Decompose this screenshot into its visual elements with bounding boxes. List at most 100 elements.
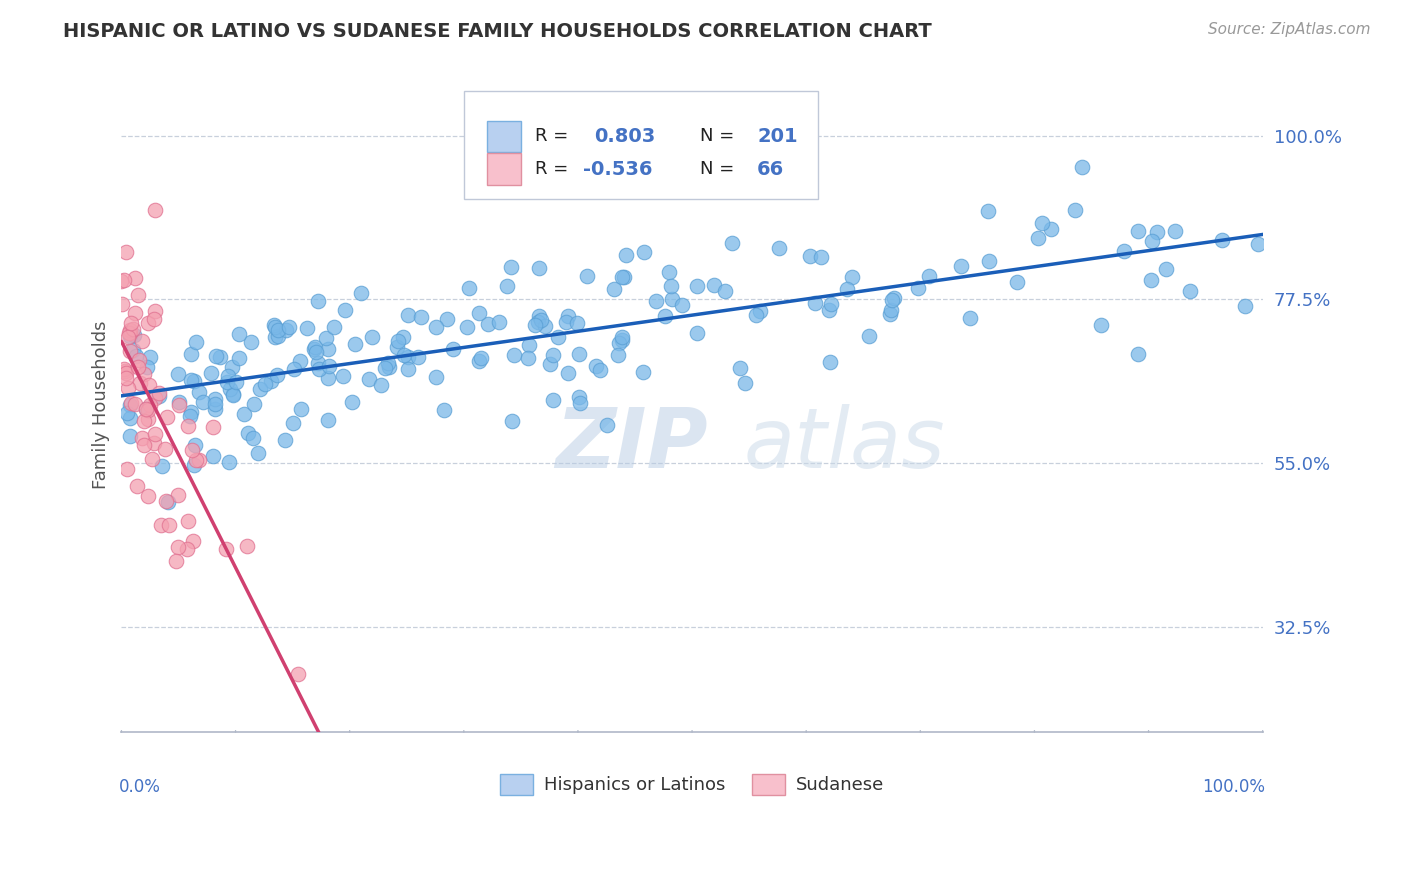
Point	[136, 489, 159, 503]
Point	[110, 274, 132, 288]
Point	[204, 402, 226, 417]
Point	[180, 443, 202, 458]
Point	[307, 293, 329, 308]
Point	[236, 539, 259, 553]
Point	[671, 297, 693, 311]
Point	[425, 320, 447, 334]
Point	[157, 518, 180, 533]
Point	[441, 342, 464, 356]
FancyBboxPatch shape	[464, 90, 818, 199]
Point	[117, 406, 139, 420]
Point	[118, 429, 141, 443]
Point	[659, 278, 682, 293]
Point	[644, 293, 666, 308]
Point	[1126, 347, 1149, 361]
Point	[1090, 318, 1112, 332]
FancyBboxPatch shape	[486, 120, 520, 153]
Text: 0.0%: 0.0%	[120, 778, 162, 796]
Point	[122, 343, 145, 357]
Point	[267, 328, 290, 343]
Point	[394, 348, 416, 362]
Point	[176, 541, 198, 556]
Point	[246, 446, 269, 460]
Point	[686, 279, 709, 293]
Point	[569, 396, 592, 410]
Point	[225, 376, 247, 390]
Point	[120, 396, 142, 410]
Point	[183, 458, 205, 472]
Point	[734, 376, 756, 390]
Point	[136, 411, 159, 425]
Point	[117, 381, 139, 395]
Point	[408, 350, 430, 364]
Point	[142, 311, 165, 326]
Point	[557, 309, 579, 323]
Point	[612, 269, 634, 284]
Point	[527, 309, 550, 323]
Point	[883, 291, 905, 305]
Text: -0.536: -0.536	[582, 160, 652, 178]
Point	[603, 282, 626, 296]
Point	[152, 458, 174, 473]
Text: N =: N =	[700, 160, 734, 178]
Point	[214, 542, 236, 557]
Point	[547, 330, 569, 344]
Point	[496, 279, 519, 293]
Point	[858, 329, 880, 343]
Point	[217, 368, 239, 383]
Point	[138, 378, 160, 392]
Point	[118, 326, 141, 341]
Point	[387, 334, 409, 348]
Point	[177, 419, 200, 434]
Point	[610, 333, 633, 347]
Point	[658, 265, 681, 279]
Point	[177, 514, 200, 528]
Point	[150, 517, 173, 532]
Point	[118, 328, 141, 343]
Point	[120, 317, 142, 331]
Point	[810, 250, 832, 264]
Point	[120, 398, 142, 412]
Point	[240, 334, 263, 349]
Point	[263, 318, 285, 332]
Point	[127, 359, 149, 374]
Point	[1126, 224, 1149, 238]
Text: ZIP: ZIP	[555, 404, 707, 484]
Point	[409, 310, 432, 325]
Point	[1005, 275, 1028, 289]
Point	[631, 365, 654, 379]
Point	[204, 392, 226, 407]
Point	[527, 261, 550, 276]
Point	[820, 297, 842, 311]
Point	[143, 202, 166, 217]
Point	[333, 303, 356, 318]
Point	[228, 326, 250, 341]
Point	[568, 347, 591, 361]
Text: N =: N =	[700, 128, 734, 145]
Point	[1211, 233, 1233, 247]
Point	[180, 373, 202, 387]
Text: 100.0%: 100.0%	[1202, 778, 1265, 796]
Point	[124, 397, 146, 411]
Point	[179, 409, 201, 423]
Point	[370, 377, 392, 392]
Point	[278, 319, 301, 334]
Point	[557, 367, 579, 381]
Point	[378, 360, 401, 375]
Point	[167, 398, 190, 412]
Point	[396, 362, 419, 376]
Point	[391, 330, 413, 344]
Point	[304, 339, 326, 353]
Point	[139, 398, 162, 412]
Point	[132, 414, 155, 428]
Point	[907, 281, 929, 295]
Point	[183, 374, 205, 388]
Point	[167, 394, 190, 409]
Point	[114, 364, 136, 378]
Point	[979, 254, 1001, 268]
Point	[143, 391, 166, 405]
Point	[361, 330, 384, 344]
Point	[129, 376, 152, 390]
Point	[165, 554, 187, 568]
Point	[541, 392, 564, 407]
